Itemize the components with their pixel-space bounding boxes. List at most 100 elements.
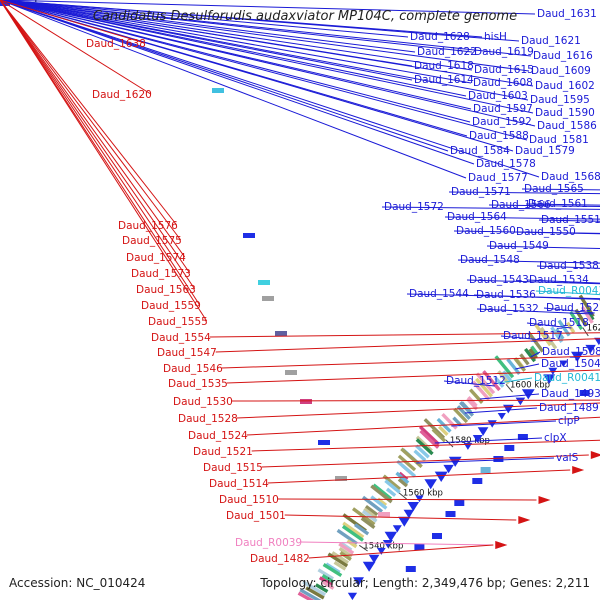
left-label-leader <box>299 541 494 546</box>
right-label-leader <box>0 0 528 141</box>
feature-box <box>378 512 390 517</box>
right-gene-label[interactable]: Daud_1532 <box>479 303 539 315</box>
feature-band-segment <box>475 377 493 398</box>
right-gene-label[interactable]: Daud_1584 <box>450 145 510 157</box>
right-gene-label[interactable]: Daud_1572 <box>384 201 444 213</box>
right-gene-label[interactable]: Daud_1608 <box>473 77 533 89</box>
left-gene-label[interactable]: Daud_1575 <box>122 235 182 247</box>
right-gene-label[interactable]: Daud_1621 <box>521 35 581 47</box>
right-label-leader <box>0 0 534 114</box>
scale-tick-mark <box>359 544 368 552</box>
feature-band-segment <box>346 539 358 549</box>
right-gene-label[interactable]: Daud_1571 <box>451 186 511 198</box>
left-gene-label[interactable]: Daud_1576 <box>118 220 178 232</box>
right-gene-label[interactable]: Daud_1560 <box>456 225 516 237</box>
left-gene-label[interactable]: Daud_1515 <box>203 462 263 474</box>
right-gene-label[interactable]: Daud_1550 <box>516 226 576 238</box>
right-gene-label[interactable]: Daud_1534 <box>529 274 589 286</box>
right-gene-label[interactable]: Daud_1504 <box>541 358 600 370</box>
left-gene-label[interactable]: Daud_1482 <box>250 553 310 565</box>
left-label-leader <box>277 498 537 501</box>
right-gene-label[interactable]: Daud_1631 <box>537 8 597 20</box>
right-gene-label[interactable]: clpX <box>544 432 567 444</box>
right-gene-label[interactable]: Daud_R0041 <box>534 372 600 384</box>
right-gene-label[interactable]: Daud_1619 <box>474 46 534 58</box>
right-gene-label[interactable]: Daud_1551 <box>541 214 600 226</box>
right-label-leader <box>464 407 538 414</box>
right-gene-label[interactable]: Daud_1549 <box>489 240 549 252</box>
feature-band-segment <box>341 524 364 542</box>
right-gene-label[interactable]: Daud_1566 <box>491 199 551 211</box>
left-gene-label[interactable]: Daud_1528 <box>178 413 238 425</box>
right-gene-label[interactable]: Daud_1577 <box>468 172 528 184</box>
right-gene-label[interactable]: Daud_1548 <box>460 254 520 266</box>
right-gene-label[interactable]: Daud_1518 <box>529 317 589 329</box>
right-gene-label[interactable]: Daud_1614 <box>414 74 474 86</box>
right-gene-label[interactable]: Daud_1522 <box>546 302 600 314</box>
left-gene-label[interactable]: Daud_1524 <box>188 430 248 442</box>
right-gene-label[interactable]: Daud_1489 <box>539 402 599 414</box>
right-gene-label[interactable]: Daud_1590 <box>535 107 595 119</box>
right-gene-label[interactable]: clpP <box>558 415 580 427</box>
right-label-leader <box>0 0 536 127</box>
right-gene-label[interactable]: Daud_1628 <box>410 31 470 43</box>
right-gene-label[interactable]: Daud_1508 <box>542 346 600 358</box>
left-gene-label[interactable]: Daud_1535 <box>168 378 228 390</box>
left-gene-label[interactable]: Daud_1554 <box>151 332 211 344</box>
left-gene-label[interactable]: Daud_1555 <box>148 316 208 328</box>
right-gene-label[interactable]: Daud_1602 <box>535 80 595 92</box>
left-gene-label[interactable]: Daud_R0039 <box>235 537 302 549</box>
right-gene-label[interactable]: Daud_1565 <box>524 183 584 195</box>
gene-arrow <box>398 516 411 527</box>
left-gene-label[interactable]: Daud_1559 <box>141 300 201 312</box>
right-gene-label[interactable]: Daud_1609 <box>531 65 591 77</box>
right-gene-label[interactable]: Daud_1597 <box>473 103 533 115</box>
left-gene-label[interactable]: Daud_1501 <box>226 510 286 522</box>
right-gene-label[interactable]: Daud_1578 <box>476 158 536 170</box>
right-gene-label[interactable]: Daud_1622 <box>417 46 477 58</box>
right-gene-label[interactable]: Daud_1561 <box>528 198 588 210</box>
right-gene-label[interactable]: Daud_1493 <box>541 388 600 400</box>
left-gene-label[interactable]: Daud_1521 <box>193 446 253 458</box>
right-gene-label[interactable]: Daud_1517 <box>503 330 563 342</box>
right-label-leader <box>381 206 600 210</box>
right-gene-label[interactable]: Daud_1595 <box>530 94 590 106</box>
right-gene-label[interactable]: Daud_1588 <box>469 130 529 142</box>
left-gene-label[interactable]: Daud_1510 <box>219 494 279 506</box>
right-gene-label[interactable]: Daud_1581 <box>529 134 589 146</box>
right-gene-label[interactable]: Daud_1512 <box>446 375 506 387</box>
right-label-leader <box>0 0 467 179</box>
left-label-leader <box>0 0 178 226</box>
feature-band-segment <box>494 376 505 388</box>
right-gene-label[interactable]: Daud_1618 <box>414 60 474 72</box>
right-gene-label[interactable]: hisH <box>484 31 507 43</box>
right-gene-label[interactable]: Daud_1586 <box>537 120 597 132</box>
right-gene-label[interactable]: Daud_1536 <box>476 289 536 301</box>
right-gene-label[interactable]: Daud_1538 <box>539 260 599 272</box>
right-gene-label[interactable]: Daud_1543 <box>469 274 529 286</box>
left-gene-label[interactable]: Daud_1563 <box>136 284 196 296</box>
right-gene-label[interactable]: Daud_1616 <box>533 50 593 62</box>
right-gene-label[interactable]: Daud_1579 <box>515 145 575 157</box>
feature-band-segment <box>585 309 595 321</box>
right-gene-label[interactable]: Daud_1568 <box>541 171 600 183</box>
left-gene-label[interactable]: Daud_1574 <box>126 252 186 264</box>
left-gene-label[interactable]: Daud_1547 <box>157 347 217 359</box>
right-gene-label[interactable]: Daud_1544 <box>409 288 469 300</box>
left-label-leader <box>0 0 145 44</box>
left-gene-label[interactable]: Daud_1514 <box>209 478 269 490</box>
right-gene-label[interactable]: Daud_1592 <box>472 116 532 128</box>
feature-band-segment <box>331 551 350 565</box>
right-label-leader <box>0 0 473 71</box>
left-gene-label[interactable]: Daud_1638 <box>86 38 146 50</box>
left-gene-label[interactable]: Daud_1620 <box>92 89 152 101</box>
right-gene-label[interactable]: Daud_1564 <box>447 211 507 223</box>
right-gene-label[interactable]: valS <box>556 452 579 464</box>
left-gene-label[interactable]: Daud_1546 <box>163 363 223 375</box>
right-gene-label[interactable]: Daud_1603 <box>468 90 528 102</box>
left-gene-label[interactable]: Daud_1530 <box>173 396 233 408</box>
left-gene-label[interactable]: Daud_1573 <box>131 268 191 280</box>
right-gene-label[interactable]: Daud_1615 <box>474 64 534 76</box>
right-gene-label[interactable]: Daud_R0043 <box>538 285 600 297</box>
